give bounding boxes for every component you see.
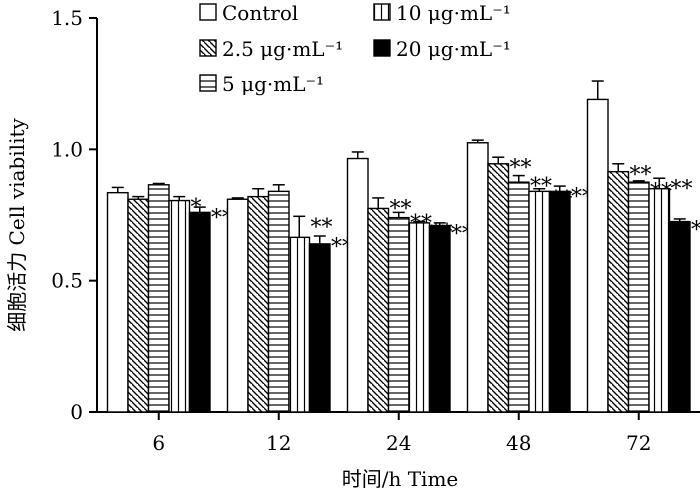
bar-s3-g4 (648, 188, 671, 413)
bar-s4-g0 (188, 211, 211, 413)
x-ticks: 6 12 24 48 72 (152, 412, 651, 455)
y-tick-label-1: 0.5 (51, 269, 83, 293)
bar-s2-g3 (507, 181, 530, 413)
bar-s4-g2 (428, 224, 451, 413)
significance-s1-g2: ** (390, 197, 412, 222)
bar-s4-g4 (668, 220, 691, 413)
y-tick-label-2: 1.0 (51, 137, 83, 161)
legend-item-2-5: 2.5 μg·mL⁻¹ (199, 37, 343, 61)
legend-item-10: 10 μg·mL⁻¹ (373, 1, 511, 25)
x-tick-label-2: 24 (386, 431, 411, 455)
x-tick-label-1: 12 (266, 431, 291, 455)
legend-item-control: Control (199, 1, 298, 25)
y-ticks: 0 0.5 1.0 1.5 (51, 6, 97, 424)
legend-label-5: 5 μg·mL⁻¹ (222, 72, 324, 96)
x-tick-label-0: 6 (152, 431, 165, 455)
bar-s4-g3 (548, 190, 571, 413)
bar-s0-g2 (346, 157, 369, 413)
x-axis-title: 时间/h Time (342, 467, 459, 491)
legend-label-20: 20 μg·mL⁻¹ (396, 37, 511, 61)
x-tick-label-3: 48 (506, 431, 531, 455)
significance-s3-g0: * (191, 196, 202, 221)
legend-item-5: 5 μg·mL⁻¹ (199, 72, 324, 96)
legend-swatch-20 (373, 39, 391, 57)
y-tick-label-3: 1.5 (51, 6, 83, 30)
legend-swatch-5 (199, 74, 217, 92)
bar-s3-g0 (168, 199, 191, 413)
bar-s1-g4 (607, 170, 630, 413)
bar-s1-g0 (127, 198, 150, 413)
bar-s0-g1 (226, 198, 249, 413)
bar-s4-g1 (308, 243, 331, 413)
x-tick-label-4: 72 (626, 431, 651, 455)
bar-s0-g0 (106, 191, 129, 413)
bar-s3-g1 (288, 236, 311, 413)
bar-s0-g3 (466, 142, 489, 413)
bar-s1-g3 (487, 163, 510, 413)
legend-label-2-5: 2.5 μg·mL⁻¹ (222, 37, 343, 61)
bar-s3-g2 (408, 222, 431, 413)
bar-s0-g4 (586, 98, 609, 413)
significance-s4-g4: ** (691, 218, 700, 243)
significance-s3-g1: ** (311, 215, 333, 240)
bar-s2-g1 (267, 190, 290, 413)
legend-swatch-10 (373, 3, 391, 21)
bar-s2-g4 (627, 181, 650, 413)
bar-s3-g3 (528, 190, 551, 413)
y-tick-label-0: 0 (70, 400, 83, 424)
legend-item-20: 20 μg·mL⁻¹ (373, 37, 511, 61)
legend-swatch-2-5 (199, 39, 217, 57)
legend: Control 2.5 μg·mL⁻¹ 5 μg·mL⁻¹ 10 μg·mL⁻¹… (199, 1, 511, 96)
significance-s1-g3: ** (510, 156, 532, 181)
legend-label-control: Control (222, 1, 298, 25)
bar-s2-g0 (147, 184, 170, 413)
bar-s2-g2 (387, 216, 410, 413)
legend-label-10: 10 μg·mL⁻¹ (396, 1, 511, 25)
bar-s1-g1 (247, 195, 270, 413)
bar-series: ******************************* (106, 80, 700, 413)
legend-swatch-control (199, 3, 217, 21)
bar-s1-g2 (367, 207, 390, 413)
significance-s3-g4: ** (671, 177, 693, 202)
y-axis-title: 细胞活力 Cell viability (5, 118, 29, 332)
